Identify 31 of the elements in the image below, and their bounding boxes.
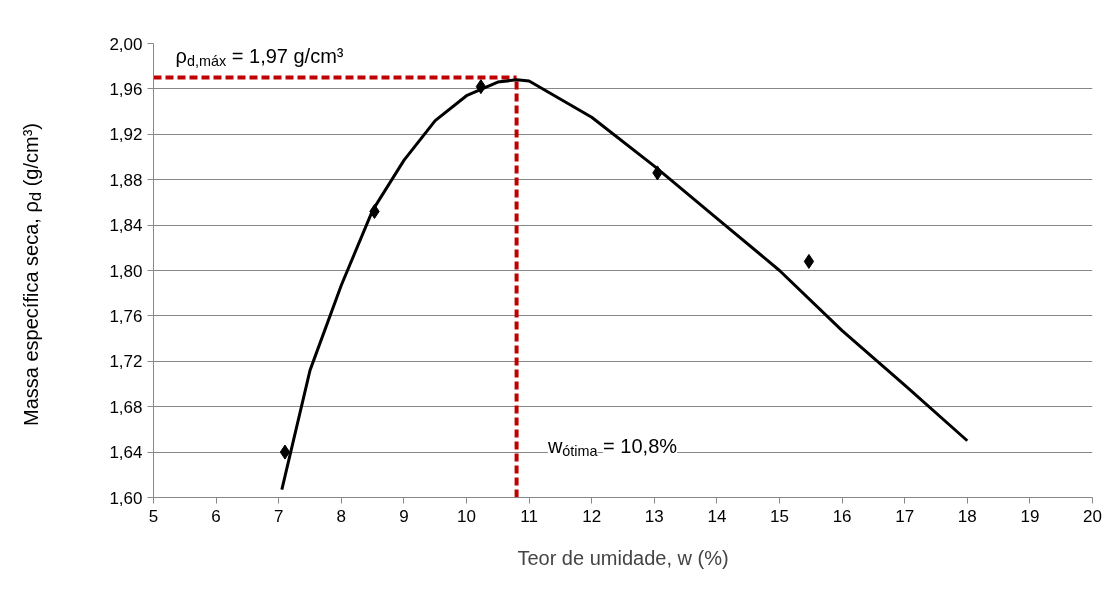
y-tick-label: 1,64 (109, 443, 143, 463)
x-tick-label: 20 (1083, 506, 1102, 526)
x-tick-label: 10 (457, 506, 476, 526)
x-tick-label: 16 (832, 506, 852, 526)
x-tick-label: 17 (895, 506, 915, 526)
x-tick-label: 8 (336, 506, 347, 526)
y-tick-label: 1,88 (109, 170, 143, 190)
x-tick-label: 6 (211, 506, 221, 526)
x-tick-label: 5 (148, 506, 159, 526)
x-tick-label: 15 (770, 506, 789, 526)
x-tick-label: 18 (957, 506, 977, 526)
y-tick-label: 1,72 (109, 352, 143, 372)
x-axis-title: Teor de umidade, w (%) (517, 546, 729, 569)
x-tick-label: 12 (582, 506, 602, 526)
y-tick-label: 1,80 (109, 261, 143, 281)
y-tick-label: 1,84 (109, 216, 143, 236)
y-tick-label: 2,00 (109, 34, 143, 54)
y-tick-label: 1,68 (109, 397, 143, 417)
x-tick-label: 14 (707, 506, 727, 526)
y-tick-label: 1,76 (109, 306, 143, 326)
y-tick-label: 1,92 (109, 125, 143, 145)
y-tick-label: 1,96 (109, 79, 143, 99)
x-tick-label: 13 (644, 506, 664, 526)
line-series (280, 78, 969, 492)
x-tick-label: 19 (1020, 506, 1040, 526)
y-tick-label: 1,60 (109, 488, 143, 508)
point (803, 253, 815, 269)
point (279, 444, 291, 460)
x-tick-label: 9 (399, 506, 409, 526)
x-tick-label: 7 (273, 506, 284, 526)
x-tick-label: 11 (520, 506, 538, 526)
